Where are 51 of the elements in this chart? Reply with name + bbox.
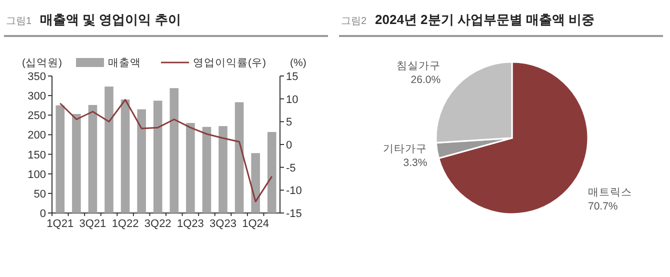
- y2-tick-label: 5: [286, 116, 292, 129]
- bar: [56, 105, 65, 213]
- line-series: [59, 98, 273, 202]
- bar: [218, 126, 228, 213]
- bar: [104, 86, 114, 213]
- bar: [137, 109, 146, 213]
- x-tick-label: 3Q22: [144, 218, 172, 230]
- x-tick-label: 3Q23: [210, 218, 236, 230]
- slice-label: 매트릭스: [588, 186, 632, 198]
- y-tick-label: 50: [34, 188, 46, 200]
- bar: [72, 114, 81, 213]
- y2-tick-label: 0: [286, 140, 292, 152]
- y2-tick-label: -15: [286, 208, 302, 220]
- slice-label: 침실가구: [396, 60, 441, 72]
- bar: [202, 126, 212, 213]
- chart-title: 매출액 및 영업이익 추이: [40, 12, 181, 27]
- bar: [186, 122, 195, 213]
- y-tick-label: 300: [28, 90, 46, 103]
- x-tick-label: 1Q24: [242, 218, 270, 230]
- y2-axis-title: (%): [290, 57, 306, 69]
- legend-label: 영업이익률(우): [193, 57, 266, 69]
- bar: [170, 88, 179, 213]
- data-label: 26.0%: [410, 74, 441, 86]
- bar: [120, 99, 130, 213]
- y2-tick-label: -10: [286, 185, 302, 198]
- y2-tick-label: -5: [286, 162, 296, 174]
- y-tick-label: 200: [28, 130, 46, 142]
- slice-label: 기타가구: [383, 143, 428, 156]
- y-tick-label: 0: [40, 208, 46, 220]
- bar: [88, 104, 98, 213]
- x-tick-label: 1Q23: [176, 218, 204, 230]
- x-tick-label: 3Q21: [79, 218, 106, 230]
- bar: [267, 132, 276, 213]
- y-tick-label: 150: [28, 149, 46, 162]
- chart-title: 2024년 2분기 사업부문별 매출액 비중: [375, 12, 595, 27]
- caption: 그림1: [6, 16, 32, 27]
- y-tick-label: 350: [28, 71, 46, 83]
- y2-tick-label: 10: [286, 94, 298, 106]
- x-tick-label: 1Q22: [112, 218, 139, 230]
- legend-label: 매출액: [108, 57, 141, 69]
- y-tick-label: 250: [28, 110, 46, 122]
- y-axis-title: (십억원): [22, 57, 62, 69]
- y-tick-label: 100: [28, 168, 46, 181]
- caption: 그림2: [341, 16, 367, 27]
- data-label: 70.7%: [588, 200, 618, 212]
- y2-tick-label: 15: [286, 71, 298, 83]
- bar: [153, 100, 162, 213]
- bar: [234, 102, 244, 213]
- data-label: 3.3%: [403, 157, 428, 170]
- bar: [251, 153, 260, 213]
- x-tick-label: 1Q21: [46, 218, 74, 230]
